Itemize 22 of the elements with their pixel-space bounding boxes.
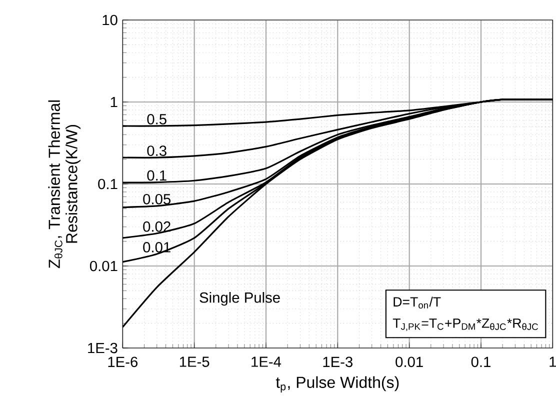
x-tick-label: 0.01 — [396, 356, 423, 368]
series-label: 0.1 — [147, 170, 166, 181]
x-tick-label: 1E-4 — [252, 356, 282, 367]
y-tick-label: 1E-3 — [88, 342, 118, 354]
x-tick-label: 1E-6 — [108, 356, 138, 368]
series-label: 0.3 — [147, 146, 166, 156]
x-tick-label: 1E-5 — [180, 356, 210, 367]
x-axis-title: t$_{p}$, Pulse Width(s) — [276, 376, 399, 392]
series-label: 0.5 — [147, 114, 166, 124]
y-axis-title: Z$_{θJC}$, Transient Thermal Resistance(K/W) — [48, 100, 80, 268]
x-tick-label: 1E-3 — [323, 356, 352, 368]
x-tick-label: 1 — [550, 356, 556, 367]
series-label: 0.05 — [143, 194, 170, 204]
text: Single Pulse — [200, 292, 280, 306]
y-tick-label: 0.1 — [98, 178, 118, 190]
y-tick-label: 1 — [110, 96, 118, 108]
text: T$_{J,PK}$=T$_{C}$+P$_{DM}$*Z$_{θJC}$*R$_{θJC}$ — [392, 318, 538, 331]
y-tick-label: 10 — [102, 14, 118, 26]
x-tick-label: 0.1 — [471, 356, 490, 368]
annotation: D=T$_{on}$/T — [394, 296, 441, 309]
y-tick-label: 0.01 — [90, 260, 118, 272]
series-label: 0.01 — [143, 242, 170, 252]
